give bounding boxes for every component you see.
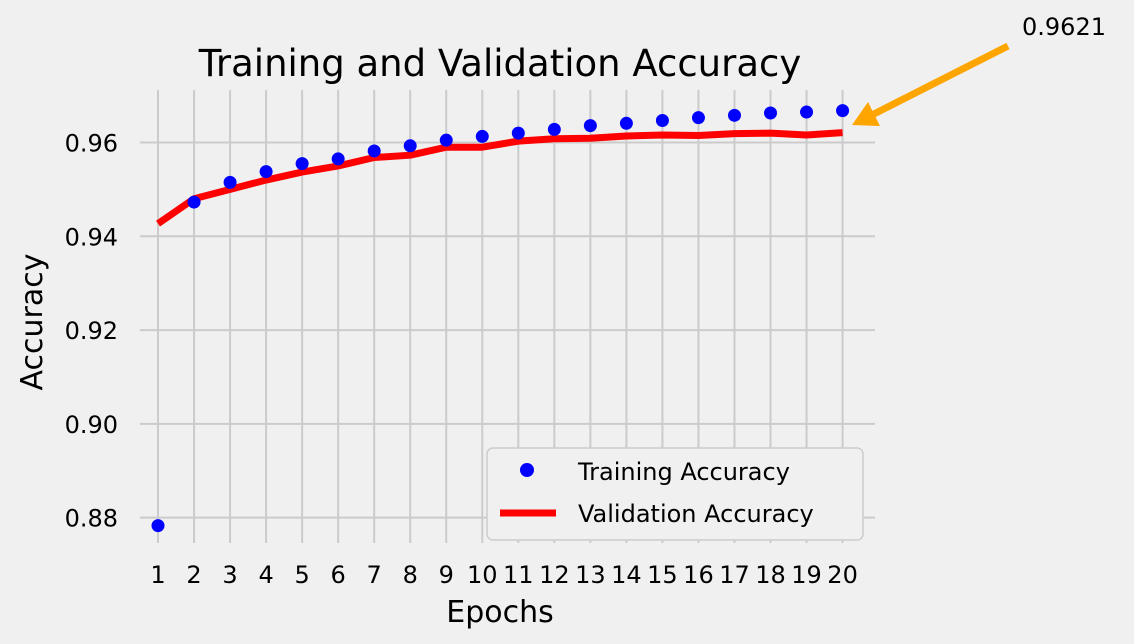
x-tick-label: 12 [539, 561, 570, 589]
y-tick-label: 0.94 [65, 223, 118, 251]
x-tick-label: 7 [367, 561, 382, 589]
y-tick-labels: 0.88 0.90 0.92 0.94 0.96 [65, 130, 118, 533]
training-accuracy-point [439, 133, 453, 147]
training-accuracy-point [223, 175, 237, 189]
training-accuracy-point [691, 111, 705, 125]
x-tick-labels: 1 2 3 4 5 6 7 8 9 10 11 12 13 14 15 16 17 18 19 20 [150, 561, 857, 589]
legend-box [486, 447, 864, 541]
training-accuracy-point [619, 116, 633, 130]
x-tick-label: 19 [791, 561, 822, 589]
legend-validation-label: Validation Accuracy [578, 500, 814, 528]
y-tick-label: 0.90 [65, 411, 118, 439]
x-tick-label: 17 [719, 561, 750, 589]
x-tick-label: 5 [294, 561, 309, 589]
legend-training-label: Training Accuracy [577, 458, 790, 486]
legend: Training Accuracy Validation Accuracy [486, 447, 864, 541]
training-accuracy-point [367, 144, 381, 158]
training-accuracy-point [511, 126, 525, 140]
training-accuracy-point [800, 105, 814, 119]
x-tick-label: 15 [647, 561, 678, 589]
x-axis-title: Epochs [446, 595, 554, 630]
legend-training-marker [520, 463, 534, 477]
x-tick-label: 13 [575, 561, 606, 589]
x-tick-label: 8 [403, 561, 418, 589]
training-accuracy-point [727, 108, 741, 122]
annotation-arrow-shaft [866, 42, 1010, 121]
final-value-annotation: 0.9621 [852, 13, 1106, 126]
y-tick-label: 0.88 [65, 505, 118, 533]
x-tick-label: 9 [439, 561, 454, 589]
training-accuracy-point [655, 113, 669, 127]
x-tick-label: 1 [150, 561, 165, 589]
training-accuracy-point [547, 122, 561, 136]
x-tick-label: 20 [827, 561, 858, 589]
training-accuracy-point [583, 119, 597, 133]
training-accuracy-point [475, 129, 489, 143]
training-accuracy-point [403, 139, 417, 153]
x-tick-label: 4 [258, 561, 273, 589]
x-tick-label: 16 [683, 561, 714, 589]
annotation-label: 0.9621 [1022, 13, 1106, 41]
x-tick-label: 18 [755, 561, 786, 589]
x-tick-label: 2 [186, 561, 201, 589]
y-tick-label: 0.92 [65, 317, 118, 345]
training-accuracy-points [151, 104, 850, 533]
training-accuracy-point [836, 104, 850, 118]
x-tick-label: 14 [611, 561, 642, 589]
training-accuracy-point [151, 519, 165, 533]
y-tick-label: 0.96 [65, 130, 118, 158]
training-accuracy-point [187, 195, 201, 209]
training-accuracy-point [331, 152, 345, 166]
y-axis-title: Accuracy [15, 254, 50, 391]
x-tick-label: 3 [222, 561, 237, 589]
training-accuracy-point [295, 157, 309, 171]
chart-title: Training and Validation Accuracy [198, 42, 802, 85]
training-accuracy-point [259, 165, 273, 179]
x-tick-label: 6 [331, 561, 346, 589]
x-tick-label: 10 [467, 561, 498, 589]
training-accuracy-point [764, 106, 778, 120]
x-tick-label: 11 [503, 561, 534, 589]
validation-accuracy-line [156, 129, 843, 227]
annotation-arrow-head [852, 102, 880, 126]
